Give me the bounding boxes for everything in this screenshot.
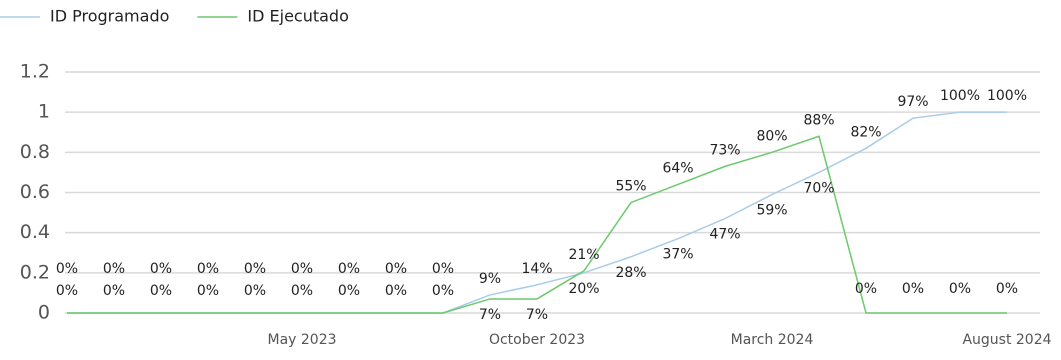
data-label: 88%	[803, 112, 834, 128]
data-label: 64%	[662, 160, 693, 176]
y-tick-label: 0.4	[20, 221, 50, 243]
data-label: 70%	[803, 180, 834, 196]
data-label: 55%	[615, 179, 646, 195]
data-label: 0%	[385, 283, 407, 299]
data-label: 0%	[385, 261, 407, 277]
data-label: 47%	[709, 227, 740, 243]
data-label: 0%	[150, 283, 172, 299]
data-label: 14%	[521, 261, 552, 277]
data-label: 97%	[897, 94, 928, 110]
data-label: 0%	[291, 283, 313, 299]
data-label: 0%	[338, 283, 360, 299]
y-tick-label: 0.6	[20, 181, 50, 203]
x-tick-label: August 2024	[962, 332, 1051, 348]
y-tick-label: 1	[38, 101, 50, 123]
legend-label: ID Ejecutado	[247, 7, 348, 26]
y-tick-label: 0.8	[20, 141, 50, 163]
y-tick-label: 0.2	[20, 261, 50, 283]
data-label: 0%	[432, 283, 454, 299]
x-tick-label: March 2024	[731, 332, 814, 348]
data-label: 0%	[432, 261, 454, 277]
legend-label: ID Programado	[50, 7, 169, 26]
data-label: 0%	[244, 261, 266, 277]
data-label: 37%	[662, 247, 693, 263]
data-label: 20%	[568, 281, 599, 297]
data-label: 7%	[479, 307, 501, 323]
x-tick-label: May 2023	[267, 332, 336, 348]
data-label: 0%	[855, 281, 877, 297]
data-label: 80%	[756, 128, 787, 144]
data-label: 0%	[197, 261, 219, 277]
data-label: 7%	[526, 307, 548, 323]
data-label: 0%	[103, 261, 125, 277]
x-tick-label: October 2023	[489, 332, 585, 348]
data-label: 0%	[902, 281, 924, 297]
data-label: 21%	[568, 247, 599, 263]
data-label: 0%	[56, 283, 78, 299]
data-label: 0%	[56, 261, 78, 277]
data-label: 100%	[987, 88, 1027, 104]
data-label: 9%	[479, 271, 501, 287]
data-label: 59%	[756, 203, 787, 219]
data-label: 28%	[615, 265, 646, 281]
data-label: 0%	[244, 283, 266, 299]
data-label: 0%	[996, 281, 1018, 297]
data-label: 73%	[709, 142, 740, 158]
data-label: 0%	[150, 261, 172, 277]
y-tick-label: 0	[38, 302, 50, 324]
data-label: 0%	[338, 261, 360, 277]
data-label: 82%	[850, 124, 881, 140]
data-label: 0%	[197, 283, 219, 299]
data-label: 0%	[949, 281, 971, 297]
y-tick-label: 1.2	[20, 61, 50, 83]
data-label: 100%	[940, 88, 980, 104]
data-label: 0%	[291, 261, 313, 277]
series-line	[67, 135, 1007, 314]
data-label: 0%	[103, 283, 125, 299]
